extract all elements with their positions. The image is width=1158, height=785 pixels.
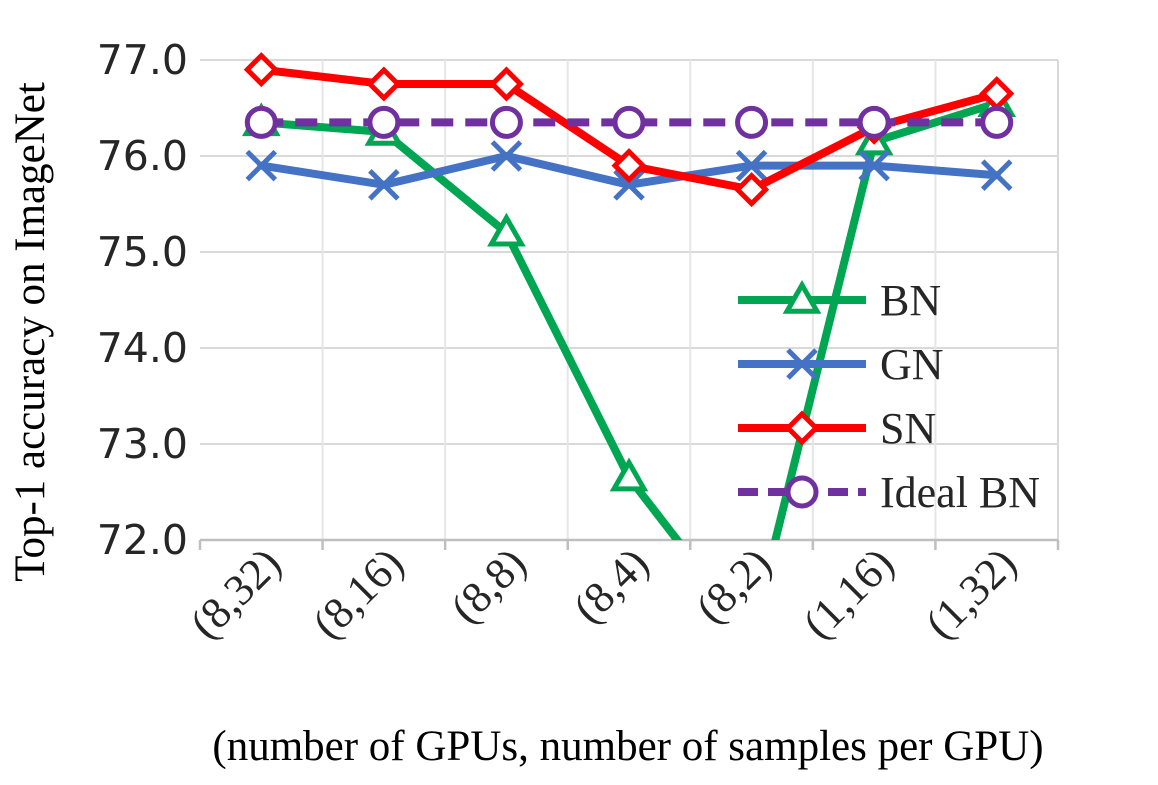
data-point-gn — [368, 169, 400, 201]
y-tick-label: 73.0 — [97, 420, 188, 468]
data-point-gn-stroke — [368, 169, 400, 201]
legend: BN GN SN Ideal BN — [738, 276, 1040, 517]
legend-marker-gn-stroke — [786, 348, 818, 380]
legend-label-sn: SN — [880, 404, 936, 453]
legend-item-bn: BN — [738, 276, 941, 325]
series-gn — [245, 140, 1013, 201]
legend-item-gn: GN — [738, 340, 944, 389]
legend-label-gn: GN — [880, 340, 944, 389]
x-tick-label: (8,16) — [303, 538, 413, 648]
data-point-gn-stroke — [613, 169, 645, 201]
grid-layer — [200, 59, 1059, 540]
legend-marker-gn — [786, 348, 818, 380]
data-point-gn — [613, 169, 645, 201]
data-point-ideal-bn — [612, 105, 646, 139]
data-point-gn — [245, 149, 278, 182]
data-point-gn — [858, 149, 890, 182]
legend-label-ideal-bn: Ideal BN — [880, 468, 1040, 517]
legend-item-ideal-bn: Ideal BN — [738, 468, 1040, 517]
legend-marker-bn — [782, 279, 822, 314]
data-point-gn-stroke — [245, 149, 278, 182]
x-tick-label: (8,2) — [686, 538, 780, 632]
y-axis-title: Top-1 accuracy on ImageNet — [7, 82, 54, 582]
data-point-sn — [611, 148, 647, 184]
data-point-ideal-bn — [980, 105, 1014, 139]
x-tick-label: (1,16) — [793, 538, 903, 648]
data-point-ideal-bn — [367, 105, 401, 139]
data-point-gn-stroke — [980, 159, 1013, 191]
series-layer — [241, 52, 1017, 540]
x-axis-title: (number of GPUs, number of samples per G… — [212, 723, 1043, 770]
legend-marker-sn — [784, 410, 820, 446]
data-point-gn — [735, 149, 768, 182]
data-point-gn — [490, 140, 523, 172]
data-point-sn — [734, 172, 770, 208]
data-point-bn — [609, 457, 649, 492]
data-point-ideal-bn — [244, 105, 278, 139]
y-tick-label: 77.0 — [97, 36, 188, 84]
y-tick-label: 72.0 — [97, 516, 188, 564]
y-tick-label: 76.0 — [97, 132, 188, 180]
data-point-sn — [366, 66, 402, 102]
legend-item-sn: SN — [738, 404, 936, 453]
series-ideal-bn — [244, 105, 1014, 139]
y-tick-label: 75.0 — [97, 228, 188, 276]
legend-label-bn: BN — [880, 276, 941, 325]
data-point-gn-stroke — [490, 140, 523, 172]
axis-titles: Top-1 accuracy on ImageNet (number of GP… — [7, 82, 1044, 770]
x-tick-label: (8,32) — [181, 538, 291, 648]
data-point-sn — [488, 66, 524, 102]
y-tick-label: 74.0 — [97, 324, 188, 372]
x-tick-label: (1,32) — [916, 538, 1026, 648]
legend-marker-ideal-bn — [785, 475, 819, 509]
data-point-gn-stroke — [735, 149, 768, 182]
x-tick-label: (8,4) — [564, 538, 658, 632]
data-point-gn-stroke — [858, 149, 890, 182]
data-point-ideal-bn — [489, 105, 523, 139]
data-point-gn — [980, 159, 1013, 191]
data-point-sn — [243, 52, 279, 88]
data-point-ideal-bn — [857, 105, 891, 139]
data-point-ideal-bn — [735, 105, 769, 139]
data-point-bn — [487, 212, 526, 247]
x-tick-label: (8,8) — [441, 538, 535, 632]
